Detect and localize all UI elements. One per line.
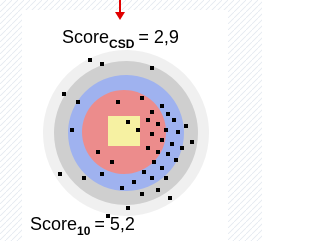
hit-dot <box>150 176 154 180</box>
hit-dot <box>172 118 176 122</box>
hit-dot <box>170 142 174 146</box>
hit-dot <box>126 120 130 124</box>
hit-dot <box>156 122 160 126</box>
hit-dot <box>150 66 154 70</box>
hit-dot <box>110 160 114 164</box>
score-text: Score <box>30 214 77 234</box>
target <box>43 50 209 216</box>
hit-dot <box>140 192 144 196</box>
hit-dot <box>96 150 100 154</box>
hit-dot <box>164 128 168 132</box>
hit-dot <box>190 140 194 144</box>
hit-dot <box>164 176 168 180</box>
hit-dot <box>82 176 86 180</box>
hit-dot <box>146 146 150 150</box>
hit-dot <box>174 158 178 162</box>
hit-dot <box>150 110 154 114</box>
hit-dot <box>166 152 170 156</box>
hit-dot <box>132 180 136 184</box>
hit-dot <box>62 92 66 96</box>
center-yellow <box>108 116 140 146</box>
hit-dot <box>180 146 184 150</box>
hit-dot <box>160 104 164 108</box>
hit-dot <box>88 58 92 62</box>
hit-dot <box>166 112 170 116</box>
score-subscript: CSD <box>109 37 135 51</box>
hit-dot <box>142 170 146 174</box>
score-subscript: 10 <box>77 224 91 238</box>
hit-dot <box>168 196 172 200</box>
hit-dot <box>100 172 104 176</box>
hit-dot <box>100 62 104 66</box>
hit-dot <box>156 188 160 192</box>
hit-dot <box>76 100 80 104</box>
hit-dot <box>160 166 164 170</box>
page: ScoreCSD= 2,9 Score10= 5,2 (() => { cons… <box>0 0 262 241</box>
score-value: = 2,9 <box>138 27 179 47</box>
hit-dot <box>116 100 120 104</box>
hit-dot <box>160 138 164 142</box>
hit-dot <box>140 96 144 100</box>
hit-dot <box>146 118 150 122</box>
hit-dot <box>152 160 156 164</box>
hit-dot <box>184 124 188 128</box>
figure: ScoreCSD= 2,9 Score10= 5,2 <box>0 0 262 241</box>
hit-dot <box>156 150 160 154</box>
hit-dot <box>136 128 140 132</box>
hit-dot <box>58 172 62 176</box>
score-text: Score <box>62 27 109 47</box>
hit-dot <box>150 132 154 136</box>
hit-dot <box>176 130 180 134</box>
hit-dot <box>70 128 74 132</box>
hit-dot <box>126 206 130 210</box>
score-value: = 5,2 <box>94 214 135 234</box>
hit-dot <box>120 186 124 190</box>
